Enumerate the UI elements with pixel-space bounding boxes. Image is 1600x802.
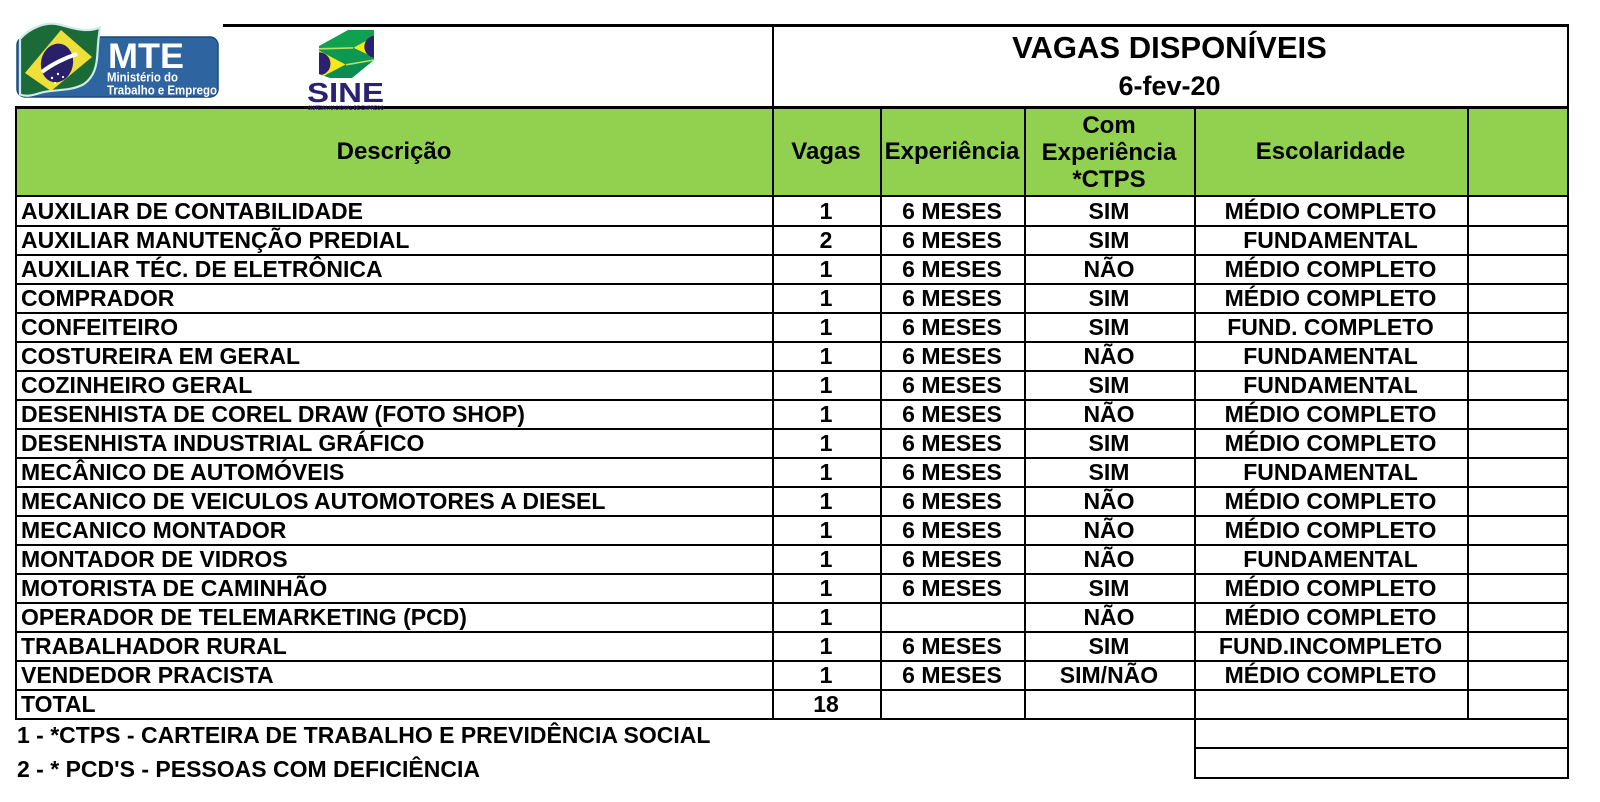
svg-text:Ministério do: Ministério do [107,71,178,85]
svg-text:MTE: MTE [108,37,184,76]
svg-text:SISTEMA NACIONAL DE EMPREGO: SISTEMA NACIONAL DE EMPREGO [308,106,384,112]
svg-text:SINE: SINE [307,77,384,108]
svg-text:Trabalho e Emprego: Trabalho e Emprego [107,84,217,98]
